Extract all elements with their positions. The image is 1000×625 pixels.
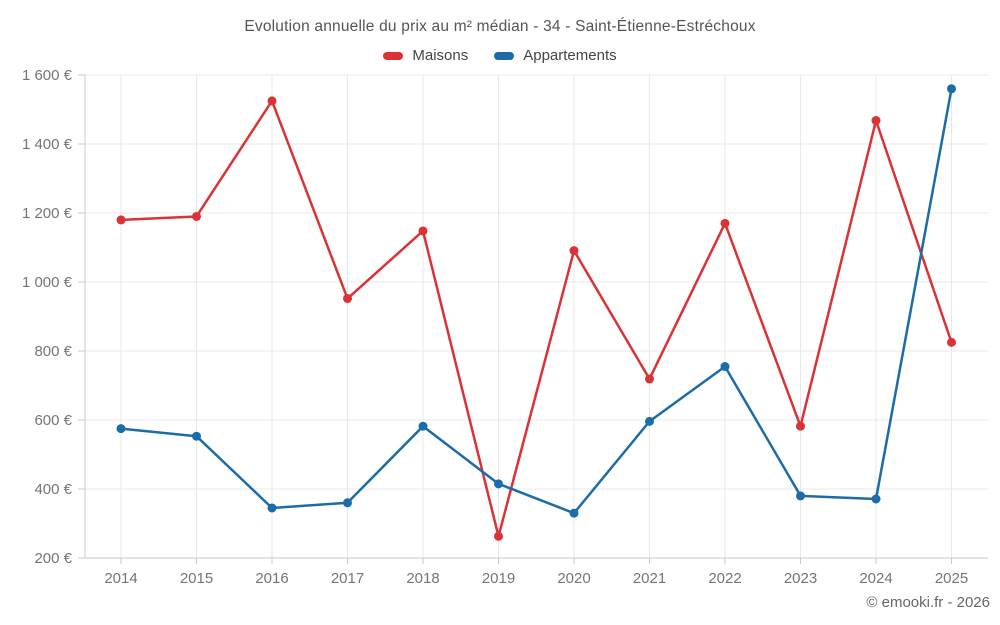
legend-label-maisons: Maisons bbox=[412, 47, 469, 64]
chart-title: Evolution annuelle du prix au m² médian … bbox=[244, 18, 756, 35]
y-tick-label: 600 € bbox=[34, 412, 72, 429]
y-tick-label: 1 200 € bbox=[22, 205, 73, 222]
x-tick-label: 2024 bbox=[859, 570, 892, 587]
x-tick-label: 2014 bbox=[104, 570, 137, 587]
x-tick-label: 2019 bbox=[482, 570, 515, 587]
data-point-maisons-2021[interactable] bbox=[645, 374, 654, 384]
data-point-appartements-2021[interactable] bbox=[645, 416, 654, 426]
data-point-appartements-2022[interactable] bbox=[720, 362, 730, 372]
y-tick-label: 1 600 € bbox=[22, 67, 73, 84]
legend-item-appartements[interactable]: Appartements bbox=[494, 47, 617, 64]
data-point-maisons-2018[interactable] bbox=[418, 226, 428, 236]
data-point-appartements-2019[interactable] bbox=[494, 479, 503, 489]
data-point-appartements-2014[interactable] bbox=[116, 424, 126, 434]
data-point-appartements-2024[interactable] bbox=[871, 494, 881, 504]
y-tick-label: 400 € bbox=[34, 481, 72, 498]
x-tick-label: 2025 bbox=[935, 570, 968, 587]
data-point-maisons-2019[interactable] bbox=[494, 531, 503, 541]
x-tick-label: 2021 bbox=[633, 570, 666, 587]
y-tick-label: 200 € bbox=[34, 550, 72, 567]
x-tick-label: 2015 bbox=[180, 570, 213, 587]
data-point-appartements-2016[interactable] bbox=[267, 503, 277, 513]
data-point-maisons-2016[interactable] bbox=[267, 96, 277, 106]
maisons-color-swatch bbox=[383, 51, 404, 60]
legend-item-maisons[interactable]: Maisons bbox=[383, 47, 468, 64]
x-tick-label: 2016 bbox=[255, 570, 288, 587]
data-point-maisons-2025[interactable] bbox=[947, 337, 956, 347]
data-point-appartements-2025[interactable] bbox=[947, 84, 956, 94]
appartements-color-swatch bbox=[494, 51, 515, 60]
data-point-maisons-2017[interactable] bbox=[343, 294, 352, 304]
data-point-maisons-2022[interactable] bbox=[720, 218, 730, 228]
x-tick-label: 2018 bbox=[406, 570, 439, 587]
legend-label-appartements: Appartements bbox=[523, 47, 617, 64]
data-point-appartements-2023[interactable] bbox=[796, 491, 805, 501]
x-tick-label: 2017 bbox=[331, 570, 364, 587]
series-line-appartements bbox=[119, 87, 953, 515]
data-point-appartements-2015[interactable] bbox=[192, 431, 201, 441]
data-point-appartements-2018[interactable] bbox=[418, 421, 428, 431]
data-point-appartements-2017[interactable] bbox=[343, 498, 352, 508]
series-line-maisons bbox=[119, 99, 953, 538]
data-point-maisons-2024[interactable] bbox=[871, 116, 881, 126]
data-point-maisons-2023[interactable] bbox=[796, 421, 805, 431]
y-tick-label: 800 € bbox=[34, 343, 72, 360]
data-point-maisons-2015[interactable] bbox=[192, 211, 201, 221]
y-tick-label: 1 400 € bbox=[22, 136, 73, 153]
copyright-text: © emooki.fr - 2026 bbox=[866, 594, 990, 611]
data-point-maisons-2020[interactable] bbox=[569, 246, 579, 256]
chart-legend: Maisons Appartements bbox=[0, 47, 1000, 64]
x-tick-label: 2023 bbox=[784, 570, 817, 587]
data-point-maisons-2014[interactable] bbox=[116, 215, 126, 225]
x-tick-label: 2020 bbox=[557, 570, 590, 587]
data-point-appartements-2020[interactable] bbox=[569, 508, 579, 518]
x-tick-label: 2022 bbox=[708, 570, 741, 587]
y-tick-label: 1 000 € bbox=[22, 274, 73, 291]
